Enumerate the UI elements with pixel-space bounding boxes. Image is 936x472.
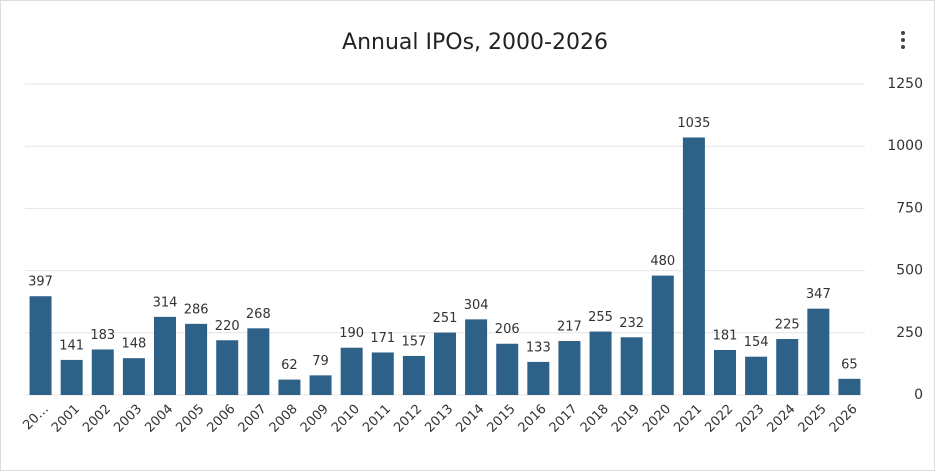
bar	[682, 137, 705, 395]
data-label: 157	[401, 334, 426, 349]
data-label: 65	[841, 357, 858, 372]
data-label: 304	[464, 298, 489, 313]
bar	[340, 347, 363, 395]
data-label: 154	[744, 335, 769, 350]
menu-dot	[901, 45, 905, 49]
data-label: 183	[90, 328, 115, 343]
bar	[434, 332, 456, 395]
bar	[496, 343, 519, 395]
bar	[278, 379, 301, 395]
data-label: 133	[526, 340, 551, 355]
y-tick-label: 1250	[887, 76, 923, 92]
bar	[714, 349, 736, 395]
bar	[309, 375, 332, 395]
data-label: 251	[433, 311, 458, 326]
bar	[122, 358, 145, 395]
data-label: 190	[339, 326, 364, 341]
y-tick-label: 750	[896, 200, 923, 216]
menu-dot	[901, 31, 905, 35]
chart-title: Annual IPOs, 2000-2026	[342, 30, 608, 55]
bar	[651, 275, 674, 395]
bar	[247, 328, 270, 395]
bar	[527, 361, 550, 395]
data-label: 206	[495, 322, 520, 337]
bar	[558, 341, 581, 395]
data-label: 480	[650, 254, 675, 269]
data-label: 314	[153, 295, 178, 310]
data-label: 286	[184, 302, 209, 317]
data-label: 181	[713, 328, 738, 343]
data-label: 268	[246, 307, 271, 322]
bar	[216, 340, 239, 395]
menu-dot	[901, 38, 905, 42]
data-label: 62	[281, 358, 298, 373]
menu-button[interactable]	[901, 31, 905, 49]
bar	[185, 323, 208, 395]
bar	[745, 356, 768, 395]
bar	[620, 337, 643, 395]
y-tick-label: 250	[896, 325, 923, 341]
data-label: 397	[28, 275, 53, 290]
y-tick-label: 1000	[887, 138, 923, 154]
data-label: 255	[588, 310, 613, 325]
bar	[371, 352, 394, 395]
bar	[29, 296, 52, 395]
data-label: 347	[806, 287, 831, 302]
bar	[776, 339, 799, 395]
data-label: 225	[775, 318, 800, 333]
bar	[465, 319, 488, 395]
bar	[60, 359, 83, 395]
data-label: 217	[557, 320, 582, 335]
bar	[838, 378, 861, 395]
data-label: 171	[370, 331, 395, 346]
data-label: 232	[619, 316, 644, 331]
y-tick-label: 500	[896, 263, 923, 279]
data-label: 220	[215, 319, 240, 334]
bar	[807, 308, 830, 395]
bar	[91, 349, 114, 395]
data-label: 148	[121, 337, 146, 352]
bar	[402, 355, 425, 395]
bar	[154, 316, 176, 395]
data-label: 141	[59, 338, 84, 353]
bar	[589, 331, 612, 395]
y-tick-label: 0	[914, 387, 923, 403]
data-label: 79	[312, 354, 329, 369]
data-label: 1035	[677, 116, 710, 131]
